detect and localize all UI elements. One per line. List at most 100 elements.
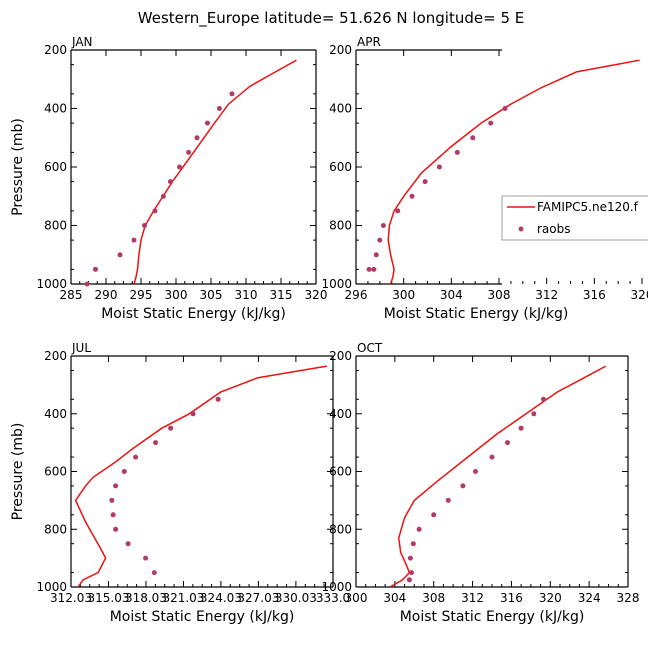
y-axis-label-jul: Pressure (mb) [10,423,26,521]
x-tick-label-jan: 310 [235,288,258,302]
y-tick-label-oct: 800 [329,522,352,536]
x-tick-label-jan: 320 [305,288,328,302]
obs-point-jan [186,149,192,155]
legend: FAMIPC5.ne120.f raobs [501,195,648,241]
obs-point-jul [109,497,115,503]
obs-point-jul [143,555,149,561]
model-series-line-jul [74,365,327,587]
y-axis-label-jan: Pressure (mb) [10,118,26,216]
x-tick-label-apr: 300 [392,288,415,302]
chart-panel-apr: 296 300 304 308 312 316 320 1000 800 600 400 200 APR… [321,35,648,322]
obs-point-oct [408,570,414,576]
x-axis-label-apr: Moist Static Energy (kJ/kg) [384,306,569,322]
obs-point-jan [152,208,158,214]
y-tick-label-jan: 800 [44,219,67,233]
x-tick-label-jul: 330.03 [275,591,317,605]
x-tick-label-oct: 304 [383,591,406,605]
x-tick-label-oct: 324 [578,591,601,605]
obs-point-jul [215,396,221,402]
obs-point-apr [373,252,379,258]
x-axis-label-jul: Moist Static Energy (kJ/kg) [110,609,295,625]
obs-point-oct [489,454,495,460]
legend-box [501,195,648,241]
x-axis-label-jan: Moist Static Energy (kJ/kg) [101,306,286,322]
obs-point-oct [410,541,416,547]
x-tick-label-oct: 328 [617,591,640,605]
x-tick-label-jul: 312.03 [50,591,92,605]
obs-point-oct [541,396,546,402]
obs-point-apr [502,106,508,111]
y-tick-label-jul: 800 [44,522,67,536]
y-tick-label-apr: 800 [329,219,352,233]
obs-point-jan [229,91,235,97]
obs-point-apr [454,149,460,155]
obs-point-oct [518,425,524,431]
x-tick-label-jul: 315.03 [87,591,129,605]
obs-point-oct [406,577,412,583]
model-series-line-oct [389,365,607,587]
obs-point-jul [125,541,131,547]
y-tick-label-oct: 1000 [321,580,352,594]
obs-point-jul [168,425,174,431]
obs-point-jan [177,164,182,170]
obs-point-jan [160,193,166,199]
chart-panel-jul: 312.03315.03318.03321.03324.03327.03330.… [10,341,350,625]
x-axis-label-oct: Moist Static Energy (kJ/kg) [400,609,585,625]
model-series-line-apr [387,59,640,284]
obs-point-oct [445,497,451,503]
y-tick-label-oct: 600 [329,465,352,479]
y-tick-label-oct: 200 [329,349,352,363]
y-tick-label-apr: 400 [329,102,352,116]
x-tick-label-oct: 320 [539,591,562,605]
obs-point-jan [93,266,98,272]
legend-model-label: FAMIPC5.ne120.f [537,200,639,214]
x-tick-label-jul: 333.0 [316,591,350,605]
x-tick-label-jan: 295 [130,288,153,302]
x-tick-label-jan: 290 [95,288,118,302]
legend-obs-label: raobs [537,222,571,236]
chart-panel-jan: 285 290 295 300 305 310 315 320 1000 800 600 400 200… [10,35,327,322]
x-tick-label-apr: 304 [440,288,463,302]
obs-point-oct [431,512,437,518]
obs-point-apr [409,193,415,199]
panel-title-jan: JAN [71,35,93,49]
panel-title-jul: JUL [71,341,91,355]
obs-point-apr [422,179,428,185]
obs-point-jan [167,179,173,185]
y-tick-label-apr: 200 [329,43,352,57]
obs-point-jul [113,483,119,489]
y-tick-label-jan: 1000 [36,277,67,291]
figure-title: Western_Europe latitude= 51.626 N longit… [138,9,524,28]
y-tick-label-jul: 200 [44,349,67,363]
y-tick-label-jul: 400 [44,407,67,421]
y-tick-label-apr: 1000 [321,277,352,291]
x-tick-label-jan: 300 [165,288,188,302]
y-tick-label-apr: 600 [329,160,352,174]
y-tick-label-jan: 600 [44,160,67,174]
x-tick-label-jan: 305 [200,288,223,302]
y-tick-label-jul: 600 [44,465,67,479]
obs-point-oct [407,555,413,561]
obs-point-jan [142,223,147,228]
obs-point-jul [121,469,127,474]
x-tick-label-jul: 321.03 [162,591,204,605]
obs-point-jul [110,512,116,518]
obs-point-apr [366,266,372,272]
y-tick-label-jul: 1000 [36,580,67,594]
obs-point-jan [131,237,137,243]
obs-point-jan [216,106,222,111]
legend-obs-marker [518,226,524,232]
obs-point-apr [377,237,383,243]
x-tick-label-jan: 285 [60,288,83,302]
model-series-line-jan [133,59,297,284]
obs-point-jul [133,454,139,460]
x-tick-label-apr: 316 [583,288,606,302]
obs-point-jul [151,570,157,576]
x-tick-label-jan: 315 [270,288,293,302]
obs-point-jul [113,526,119,532]
x-tick-label-apr: 312 [535,288,558,302]
panel-title-apr: APR [357,35,381,49]
obs-point-oct [416,526,422,532]
x-tick-label-oct: 300 [345,591,368,605]
